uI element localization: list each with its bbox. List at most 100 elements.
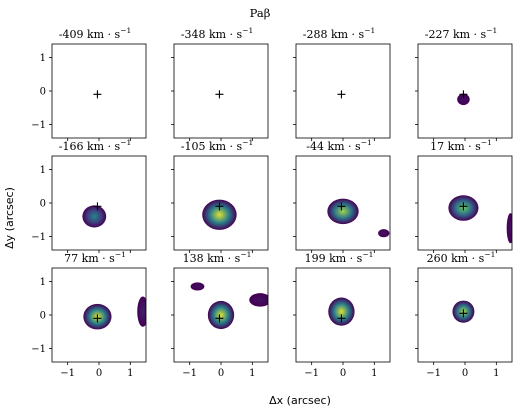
velocity-value: -288 bbox=[303, 28, 331, 41]
velocity-exponent: −1 bbox=[240, 250, 251, 259]
panel-frame bbox=[295, 43, 391, 139]
panel-velocity-label: -227 km · s−1 bbox=[425, 26, 498, 41]
channel-panel: -105 km · s−1 bbox=[171, 138, 269, 253]
velocity-exponent: −1 bbox=[120, 26, 131, 35]
y-tick-label: 0 bbox=[40, 311, 46, 322]
y-tick-label: 0 bbox=[40, 87, 46, 98]
x-tick-label: 0 bbox=[462, 368, 468, 379]
center-cross-marker bbox=[215, 202, 224, 211]
x-tick-label: 1 bbox=[371, 368, 377, 379]
velocity-unit: km · s bbox=[87, 28, 121, 41]
emission-blob bbox=[327, 198, 359, 225]
channel-panel: -409 km · s−110−1 bbox=[31, 26, 147, 141]
velocity-value: -348 bbox=[181, 28, 209, 41]
channel-panel: -166 km · s−110−1 bbox=[31, 138, 147, 253]
velocity-unit: km · s bbox=[209, 140, 243, 153]
y-tick-label: −1 bbox=[31, 232, 46, 243]
y-axis-label: Δy (arcsec) bbox=[3, 187, 16, 249]
figure-title: Paβ bbox=[250, 6, 271, 20]
emission-blob bbox=[457, 93, 470, 106]
velocity-exponent: −1 bbox=[362, 250, 373, 259]
panel-velocity-label: 138 km · s−1 bbox=[183, 250, 252, 265]
channel-panel: 260 km · s−1−1 0 1 bbox=[415, 250, 513, 379]
center-cross-marker bbox=[459, 202, 468, 211]
velocity-value: -166 bbox=[59, 140, 87, 153]
center-cross-marker bbox=[93, 314, 102, 323]
emission-blob bbox=[207, 300, 235, 330]
velocity-unit: km · s bbox=[453, 28, 487, 41]
emission-blob bbox=[328, 297, 355, 326]
velocity-value: 17 bbox=[430, 140, 448, 153]
emission-blob bbox=[506, 213, 512, 244]
emission-blob bbox=[249, 293, 268, 307]
panel-grid: -409 km · s−110−1-348 km · s−1 -288 km · … bbox=[31, 26, 513, 379]
velocity-exponent: −1 bbox=[242, 26, 253, 35]
velocity-exponent: −1 bbox=[242, 138, 253, 147]
x-tick-label: 0 bbox=[218, 368, 224, 379]
x-tick-label: −1 bbox=[426, 368, 441, 379]
velocity-unit: km · s bbox=[82, 252, 116, 265]
y-tick-label: 1 bbox=[40, 277, 46, 288]
channel-panel: 138 km · s−1−1 0 1 bbox=[171, 250, 269, 379]
velocity-exponent: −1 bbox=[364, 26, 375, 35]
velocity-exponent: −1 bbox=[484, 250, 495, 259]
velocity-exponent: −1 bbox=[481, 138, 492, 147]
channel-panel: 17 km · s−1 bbox=[415, 138, 513, 253]
panel-velocity-label: -44 km · s−1 bbox=[306, 138, 372, 153]
emission-blob bbox=[202, 199, 237, 230]
velocity-value: 260 bbox=[427, 252, 452, 265]
velocity-exponent: −1 bbox=[486, 26, 497, 35]
emission-blob bbox=[190, 282, 205, 291]
panel-velocity-label: -166 km · s−1 bbox=[59, 138, 132, 153]
velocity-value: -44 bbox=[306, 140, 327, 153]
velocity-unit: km · s bbox=[209, 28, 243, 41]
velocity-unit: km · s bbox=[331, 28, 365, 41]
velocity-exponent: −1 bbox=[361, 138, 372, 147]
velocity-unit: km · s bbox=[448, 140, 482, 153]
velocity-unit: km · s bbox=[329, 252, 363, 265]
center-cross-marker bbox=[459, 309, 468, 318]
velocity-value: 77 bbox=[64, 252, 82, 265]
x-axis-label: Δx (arcsec) bbox=[269, 394, 331, 407]
y-tick-label: 1 bbox=[40, 53, 46, 64]
velocity-exponent: −1 bbox=[120, 138, 131, 147]
panel-frame bbox=[51, 43, 147, 139]
panel-velocity-label: 260 km · s−1 bbox=[427, 250, 496, 265]
x-tick-label: 1 bbox=[127, 368, 133, 379]
center-cross-marker bbox=[215, 90, 224, 99]
y-tick-label: 1 bbox=[40, 165, 46, 176]
panel-velocity-label: -105 km · s−1 bbox=[181, 138, 254, 153]
y-tick-label: −1 bbox=[31, 120, 46, 131]
velocity-value: -105 bbox=[181, 140, 209, 153]
channel-panel: 199 km · s−1−1 0 1 bbox=[293, 250, 391, 379]
panel-velocity-label: 17 km · s−1 bbox=[430, 138, 492, 153]
velocity-value: -227 bbox=[425, 28, 453, 41]
center-cross-marker bbox=[337, 90, 346, 99]
center-cross-marker bbox=[337, 314, 346, 323]
panel-frame bbox=[51, 155, 147, 251]
emission-blob bbox=[378, 229, 390, 238]
channel-panel: -227 km · s−1 bbox=[415, 26, 513, 141]
panel-frame bbox=[417, 43, 513, 139]
velocity-unit: km · s bbox=[87, 140, 121, 153]
velocity-value: 199 bbox=[305, 252, 330, 265]
channel-panel: 77 km · s−110−1−1 0 1 bbox=[31, 250, 147, 379]
velocity-value: -409 bbox=[59, 28, 87, 41]
x-tick-label: −1 bbox=[60, 368, 75, 379]
velocity-value: 138 bbox=[183, 252, 208, 265]
y-tick-label: 0 bbox=[40, 199, 46, 210]
y-tick-label: −1 bbox=[31, 344, 46, 355]
x-tick-label: 0 bbox=[340, 368, 346, 379]
channel-panel: -44 km · s−1 bbox=[293, 138, 391, 253]
x-tick-label: −1 bbox=[304, 368, 319, 379]
x-tick-label: 0 bbox=[96, 368, 102, 379]
channel-panel: -288 km · s−1 bbox=[293, 26, 391, 141]
panel-frame bbox=[173, 43, 269, 139]
x-tick-label: 1 bbox=[493, 368, 499, 379]
center-cross-marker bbox=[459, 90, 468, 99]
emission-blob bbox=[82, 205, 107, 228]
center-cross-marker bbox=[93, 90, 102, 99]
velocity-unit: km · s bbox=[207, 252, 241, 265]
velocity-unit: km · s bbox=[451, 252, 485, 265]
